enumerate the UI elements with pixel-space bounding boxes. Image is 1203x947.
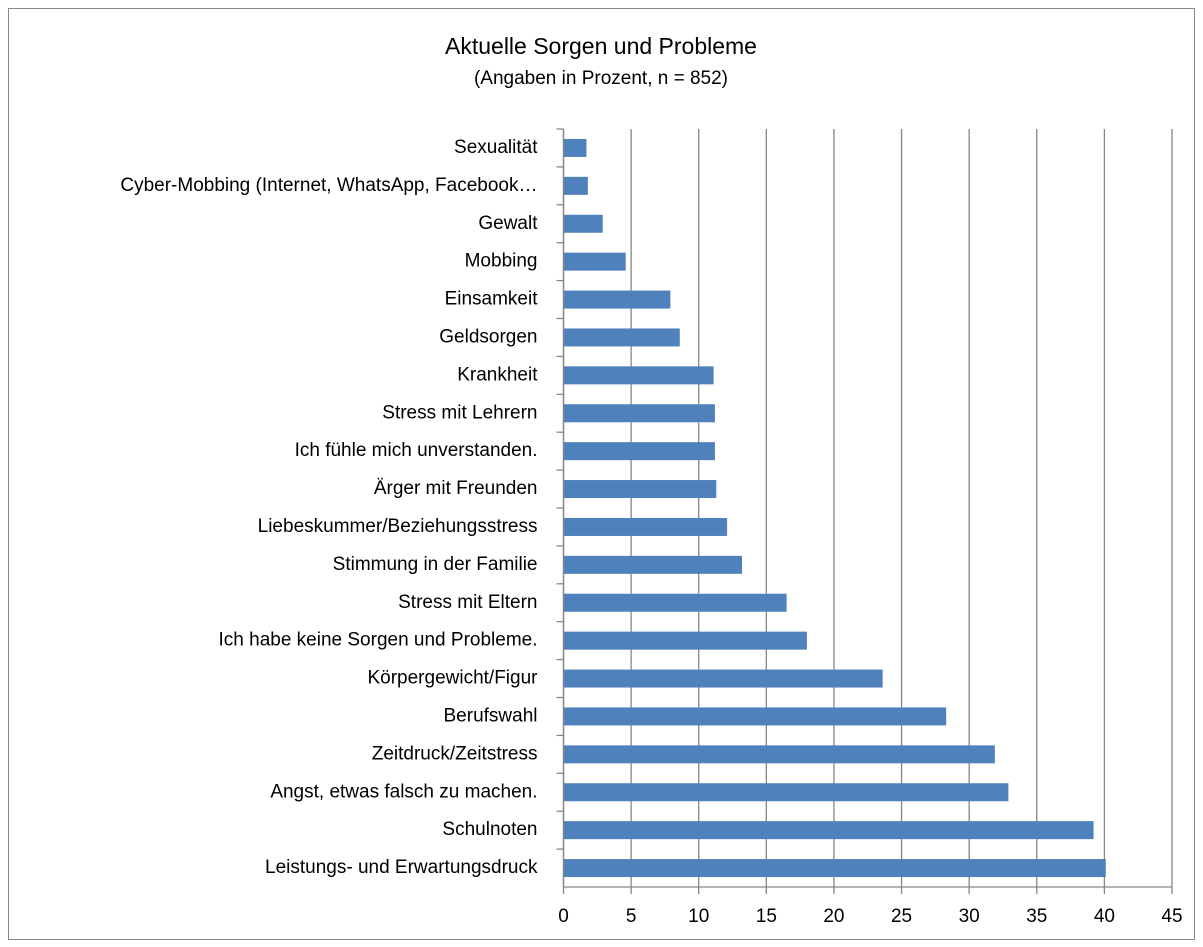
bar [563, 517, 728, 536]
y-tick-label: Angst, etwas falsch zu machen. [270, 781, 537, 802]
x-tick-label: 15 [756, 906, 777, 927]
bar [563, 290, 671, 309]
bar [563, 252, 626, 271]
y-tick-label: Cyber-Mobbing (Internet, WhatsApp, Faceb… [120, 175, 537, 196]
bar [563, 480, 717, 499]
y-tick-label: Stress mit Eltern [398, 592, 537, 613]
y-tick-label: Ich habe keine Sorgen und Probleme. [219, 630, 538, 651]
x-tick-label: 30 [959, 906, 980, 927]
chart-title: Aktuelle Sorgen und Probleme [445, 33, 757, 59]
y-tick-label: Ich fühle mich unverstanden. [295, 440, 538, 461]
y-tick-label: Einsamkeit [445, 289, 539, 310]
bar [563, 631, 807, 650]
y-tick-label: Stimmung in der Familie [333, 554, 538, 575]
bar [563, 555, 742, 574]
bar [563, 442, 715, 461]
bar [563, 783, 1009, 802]
x-tick-label: 40 [1094, 906, 1115, 927]
x-tick-label: 45 [1161, 906, 1182, 927]
y-tick-label: Liebeskummer/Beziehungsstress [258, 516, 538, 537]
bar [563, 366, 714, 385]
x-tick-label: 35 [1026, 906, 1047, 927]
y-tick-label: Stress mit Lehrern [382, 402, 537, 423]
bar [563, 859, 1106, 878]
y-tick-label: Krankheit [457, 364, 538, 385]
y-tick-label: Berufswahl [444, 705, 538, 726]
x-tick-label: 25 [891, 906, 912, 927]
y-tick-label: Zeitdruck/Zeitstress [372, 743, 538, 764]
y-tick-label: Ärger mit Freunden [374, 478, 538, 499]
x-tick-label: 10 [688, 906, 709, 927]
y-tick-label: Sexualität [454, 137, 538, 158]
x-tick-label: 5 [626, 906, 637, 927]
x-tick-label: 0 [558, 906, 569, 927]
chart-subtitle: (Angaben in Prozent, n = 852) [474, 68, 728, 89]
y-tick-label: Körpergewicht/Figur [367, 668, 538, 689]
bar [563, 328, 680, 347]
bar [563, 176, 588, 195]
y-tick-label: Gewalt [478, 213, 538, 234]
bar [563, 821, 1094, 840]
bar [563, 404, 715, 423]
bar [563, 593, 787, 612]
y-tick-label: Schulnoten [442, 819, 537, 840]
bar [563, 214, 603, 233]
bar [563, 707, 947, 726]
bar [563, 745, 995, 764]
bar [563, 138, 587, 157]
y-tick-label: Mobbing [465, 251, 538, 272]
y-tick-label: Leistungs- und Erwartungsdruck [265, 857, 538, 878]
bar [563, 669, 883, 688]
y-tick-label: Geldsorgen [439, 326, 537, 347]
x-tick-label: 20 [823, 906, 844, 927]
